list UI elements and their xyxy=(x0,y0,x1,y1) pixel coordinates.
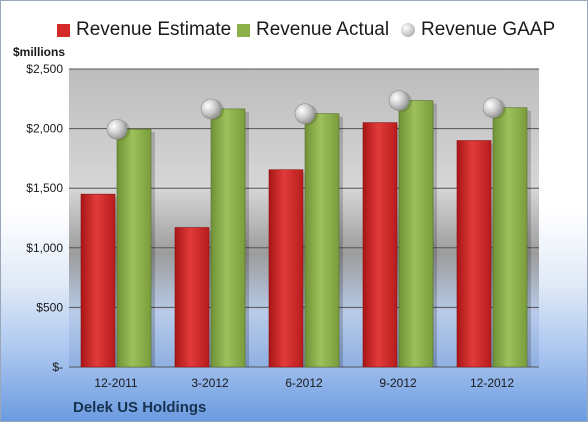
y-tick-label: $2,500 xyxy=(26,62,63,76)
y-tick-label: $500 xyxy=(36,300,63,314)
legend-item-gaap: Revenue GAAP xyxy=(401,19,555,41)
legend-item-estimate: Revenue Estimate xyxy=(57,19,231,41)
y-axis-ticks: $- $500 $1,000 $1,500 $2,000 $2,500 xyxy=(26,62,63,374)
gaap-marker xyxy=(388,90,410,111)
legend-swatch-estimate xyxy=(57,23,70,37)
bars xyxy=(80,100,531,368)
gaap-markers xyxy=(106,90,506,141)
company-name: Delek US Holdings xyxy=(73,399,207,416)
legend-swatch-gaap xyxy=(401,23,415,37)
bar-revenue-estimate xyxy=(268,169,304,368)
bar-revenue-actual xyxy=(492,107,528,368)
gaap-marker xyxy=(200,98,222,120)
bar-revenue-actual xyxy=(116,128,152,368)
y-tick-label: $2,000 xyxy=(26,122,63,136)
x-axis-ticks: 12-2011 3-2012 6-2012 9-2012 12-2012 xyxy=(94,376,514,390)
legend-label-gaap: Revenue GAAP xyxy=(421,19,556,40)
x-tick-label: 6-2012 xyxy=(285,376,323,390)
y-tick-label: $1,000 xyxy=(26,241,63,255)
x-tick-label: 9-2012 xyxy=(379,376,417,390)
bar-revenue-actual xyxy=(210,108,246,368)
gaap-marker xyxy=(106,118,128,140)
y-tick-label: $1,500 xyxy=(26,181,63,195)
legend-swatch-actual xyxy=(237,23,250,37)
gaap-marker xyxy=(482,97,504,119)
legend-label-estimate: Revenue Estimate xyxy=(76,19,232,40)
x-tick-label: 12-2012 xyxy=(470,376,514,390)
bar-revenue-estimate xyxy=(362,122,398,368)
y-tick-label: $- xyxy=(52,360,63,374)
x-tick-label: 12-2011 xyxy=(94,376,137,390)
gaap-marker xyxy=(294,103,316,124)
bar-revenue-actual xyxy=(304,113,340,368)
bar-revenue-estimate xyxy=(456,140,492,368)
legend: Revenue Estimate Revenue Actual Revenue … xyxy=(1,19,587,43)
legend-item-actual: Revenue Actual xyxy=(237,19,389,41)
bar-revenue-estimate xyxy=(174,227,210,368)
bar-revenue-estimate xyxy=(80,193,116,368)
y-axis-unit-label: $millions xyxy=(13,45,66,59)
legend-label-actual: Revenue Actual xyxy=(256,19,390,40)
x-tick-label: 3-2012 xyxy=(191,376,229,390)
bar-revenue-actual xyxy=(398,100,434,368)
